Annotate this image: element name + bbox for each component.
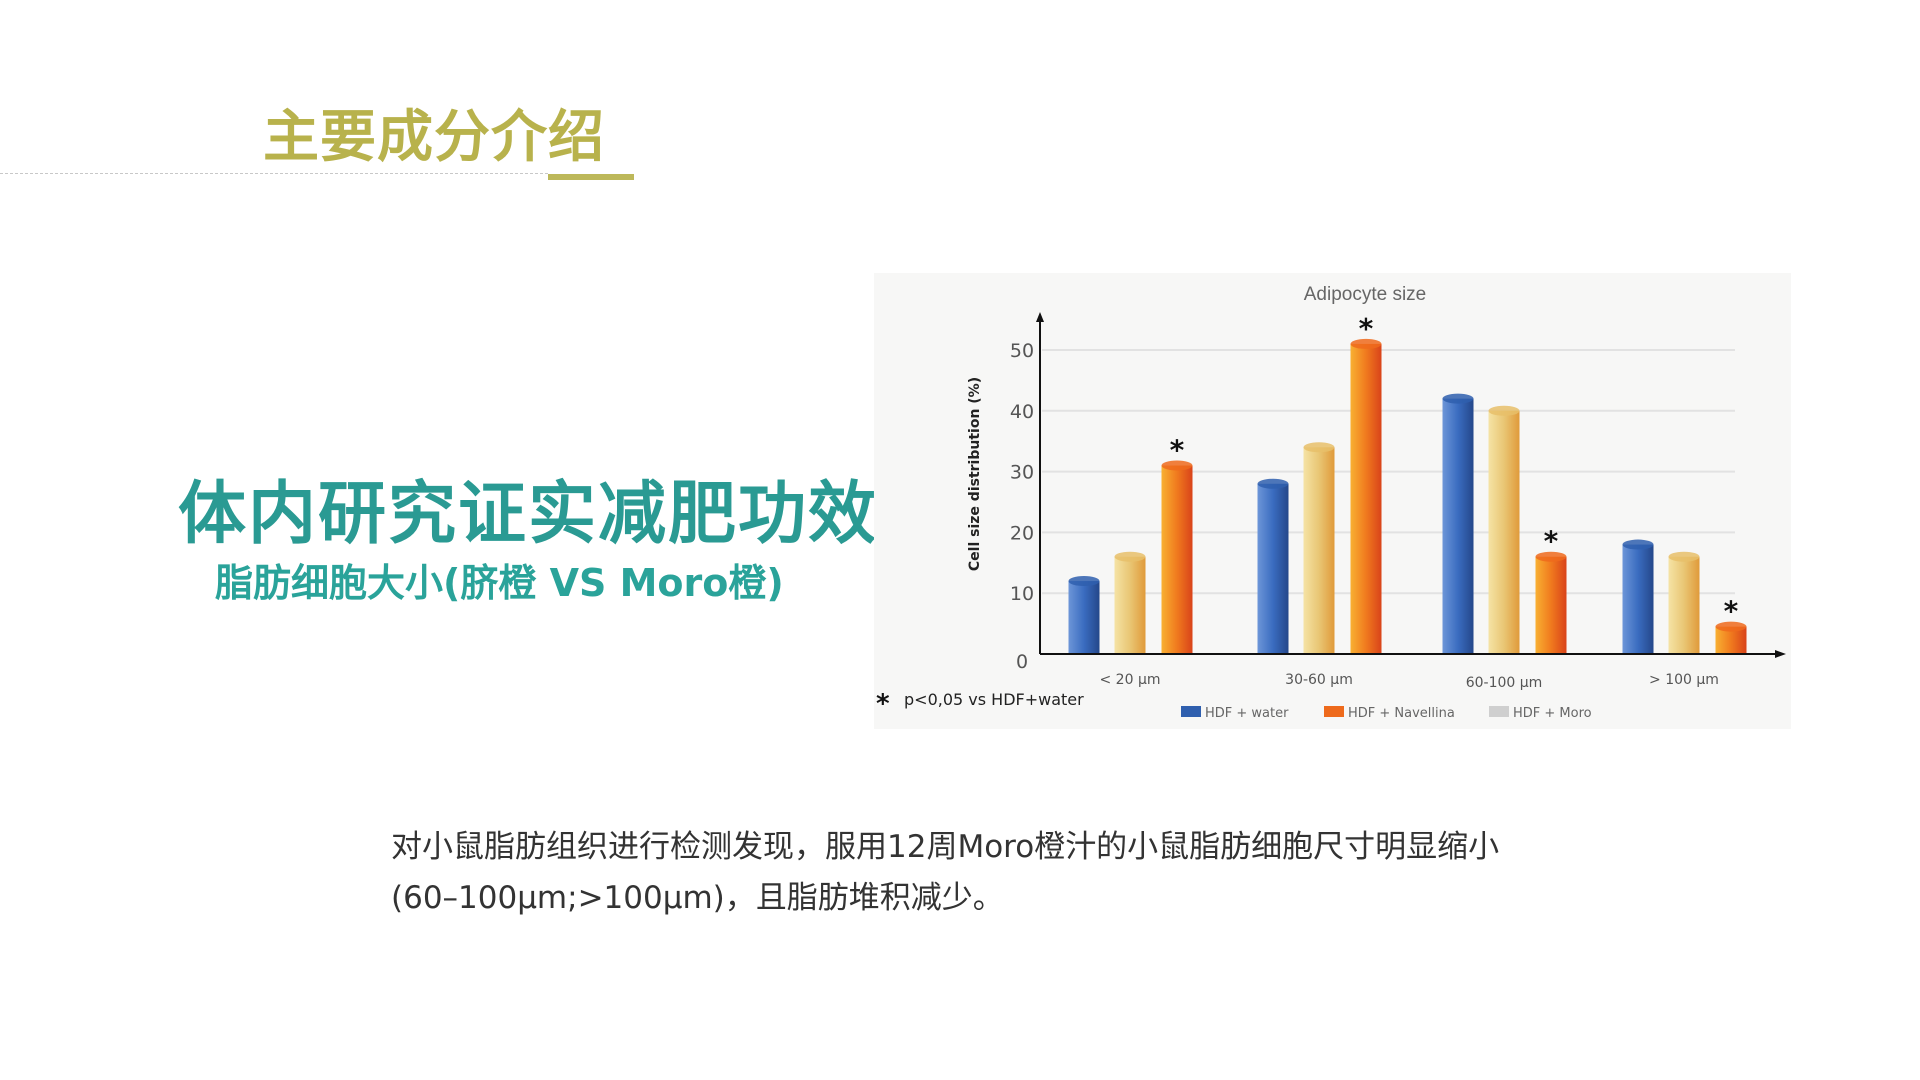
bar-cap [1257, 478, 1289, 489]
bar [1535, 556, 1567, 654]
x-axis-arrow [1775, 650, 1786, 658]
bar-cap [1161, 460, 1193, 471]
bar [1257, 483, 1289, 654]
legend-swatch [1489, 706, 1509, 717]
y-tick-label: 0 [1016, 651, 1028, 673]
bar-cap [1068, 576, 1100, 587]
title-divider [0, 173, 548, 174]
footnote-star: * [876, 689, 890, 719]
chart-title: Adipocyte size [1304, 284, 1427, 305]
legend-swatch [1324, 706, 1344, 717]
x-tick-label: 30-60 μm [1285, 672, 1353, 688]
legend-swatch [1181, 706, 1201, 717]
x-tick-label: < 20 μm [1100, 672, 1161, 688]
x-tick-label: 60-100 μm [1466, 675, 1543, 691]
significance-star: * [1724, 595, 1739, 628]
bar-cap [1488, 405, 1520, 416]
bar [1303, 447, 1335, 654]
bar [1668, 556, 1700, 654]
y-tick-label: 40 [1010, 401, 1034, 423]
bar [1442, 398, 1474, 654]
significance-star: * [1170, 434, 1185, 467]
y-tick-label: 30 [1010, 462, 1034, 484]
bar [1488, 410, 1520, 654]
bar-cap [1114, 551, 1146, 562]
bar [1114, 556, 1146, 654]
bar [1622, 544, 1654, 654]
legend-label: HDF + Navellina [1348, 706, 1455, 721]
page-heading: 体内研究证实减肥功效 [178, 474, 879, 554]
bar-cap [1303, 442, 1335, 453]
bar-cap [1622, 539, 1654, 550]
page-subheading: 脂肪细胞大小(脐橙 VS Moro橙) [215, 561, 784, 605]
footnote: p<0,05 vs HDF+water [904, 690, 1084, 709]
title-underline [548, 174, 634, 180]
bar-cap [1668, 551, 1700, 562]
description: 对小鼠脂肪组织进行检测发现，服用12周Moro橙汁的小鼠脂肪细胞尺寸明显缩小(6… [391, 829, 1500, 916]
bar-cap [1715, 621, 1747, 632]
y-axis-arrow [1036, 312, 1044, 322]
bar-cap [1442, 393, 1474, 404]
bar [1068, 581, 1100, 654]
section-title: 主要成分介绍 [263, 105, 605, 170]
x-tick-label: > 100 μm [1649, 672, 1719, 688]
bar-cap [1535, 551, 1567, 562]
significance-star: * [1544, 525, 1559, 558]
bar-cap [1350, 338, 1382, 349]
bar [1161, 465, 1193, 654]
y-tick-label: 50 [1010, 340, 1034, 362]
y-tick-label: 10 [1010, 583, 1034, 605]
y-axis-label: Cell size distribution (%) [967, 377, 983, 571]
y-tick-label: 20 [1010, 522, 1034, 544]
significance-star: * [1359, 312, 1374, 345]
legend-label: HDF + water [1205, 706, 1289, 721]
legend-label: HDF + Moro [1513, 706, 1592, 721]
bar [1350, 343, 1382, 654]
